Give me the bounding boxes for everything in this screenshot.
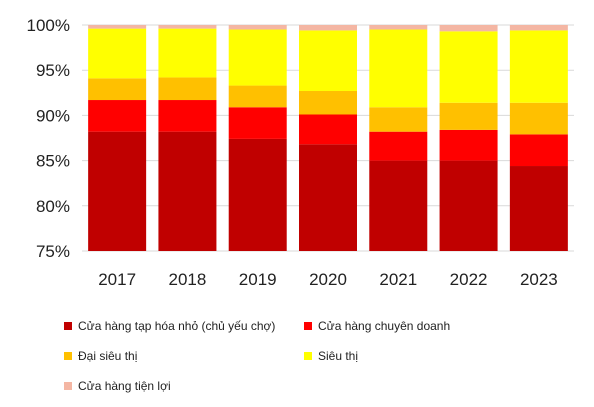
x-tick-label: 2017 — [98, 270, 136, 289]
x-tick-label: 2021 — [379, 270, 417, 289]
bar-group-2018 — [158, 25, 217, 251]
bar-segment-series-0 — [299, 144, 357, 251]
bar-segment-series-0 — [88, 131, 147, 251]
bar-segment-series-1 — [439, 129, 498, 161]
bar-segment-series-2 — [228, 85, 287, 108]
bar-group-2017 — [88, 25, 147, 251]
bar-segment-series-4 — [228, 25, 287, 30]
bar-segment-series-2 — [158, 77, 217, 101]
x-tick-label: 2018 — [169, 270, 207, 289]
bar-segment-series-2 — [299, 90, 357, 115]
bar-segment-series-3 — [439, 31, 498, 103]
y-tick-label: 75% — [36, 242, 70, 261]
bar-segment-series-0 — [228, 138, 287, 251]
bar-group-2020 — [299, 25, 357, 251]
bar-segment-series-1 — [369, 131, 428, 161]
y-axis-labels: 75% 80% 85% 90% 95% 100% — [27, 16, 70, 261]
bar-segment-series-1 — [228, 107, 287, 139]
bar-group-2021 — [369, 25, 428, 251]
bar-segment-series-4 — [299, 25, 357, 31]
bar-segment-series-4 — [88, 25, 147, 29]
bar-segment-series-2 — [509, 102, 568, 135]
bar-segment-series-0 — [369, 160, 428, 251]
bar-group-2019 — [228, 25, 287, 251]
y-tick-label: 100% — [27, 16, 70, 35]
bar-segment-series-2 — [439, 102, 498, 130]
bar-segment-series-3 — [299, 30, 357, 91]
bar-segment-series-3 — [509, 30, 568, 103]
bar-segment-series-2 — [88, 78, 147, 101]
bar-segment-series-0 — [158, 131, 217, 251]
bar-group-2022 — [439, 25, 498, 251]
bar-segment-series-3 — [369, 29, 428, 108]
bar-segment-series-1 — [509, 134, 568, 167]
bar-segment-series-4 — [369, 25, 428, 30]
x-axis-labels: 2017 2018 2019 2020 2021 2022 2023 — [98, 270, 558, 289]
bar-segment-series-1 — [299, 114, 357, 145]
bar-group-2023 — [509, 25, 568, 251]
y-tick-label: 90% — [36, 106, 70, 125]
x-tick-label: 2022 — [450, 270, 488, 289]
bar-segment-series-4 — [439, 25, 498, 32]
y-tick-label: 95% — [36, 61, 70, 80]
bar-segment-series-3 — [158, 28, 217, 78]
x-tick-label: 2020 — [309, 270, 347, 289]
bar-segment-series-0 — [439, 160, 498, 251]
bar-segment-series-1 — [158, 100, 217, 132]
bar-segment-series-1 — [88, 100, 147, 132]
bar-segment-series-4 — [158, 25, 217, 29]
bar-segment-series-4 — [509, 25, 568, 31]
x-tick-label: 2023 — [520, 270, 558, 289]
bar-segment-series-3 — [228, 29, 287, 86]
x-tick-label: 2019 — [239, 270, 277, 289]
bar-segment-series-0 — [509, 166, 568, 251]
bar-segment-series-2 — [369, 107, 428, 132]
y-tick-label: 80% — [36, 197, 70, 216]
bars — [88, 25, 568, 251]
y-tick-label: 85% — [36, 152, 70, 171]
bar-segment-series-3 — [88, 28, 147, 79]
